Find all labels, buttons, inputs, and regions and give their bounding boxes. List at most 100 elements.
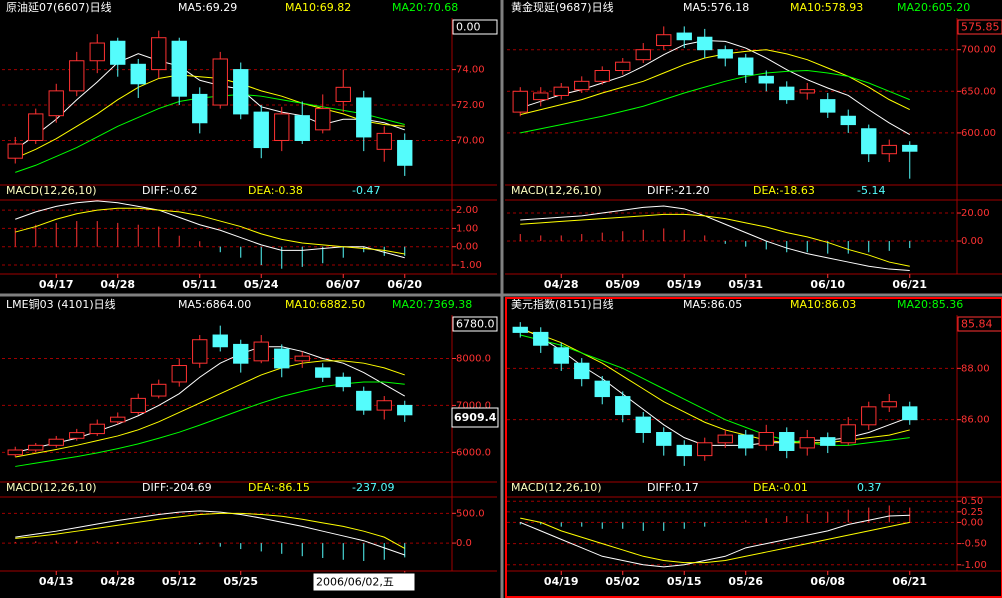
macd-title: MACD(12,26,10) [6,184,97,197]
candle-body [902,144,918,152]
macd-diff: DIFF:-0.62 [142,184,198,197]
candle-body [553,86,569,96]
macd-line [520,514,910,568]
candle-body [89,423,105,435]
candle-body [717,434,733,444]
y-tick-label: 500.0 [456,508,485,519]
candle-body [861,128,877,155]
candle-body [779,432,795,451]
candle-body [151,383,167,397]
legend-entry: MA5:576.18 [683,1,749,14]
ma-line [15,93,405,173]
candle-body [820,99,836,113]
candle-body [356,97,372,138]
candle-body [397,139,413,166]
candle-body [212,334,228,348]
macd-diff: DIFF:0.17 [647,481,699,494]
candle-body [758,75,774,84]
macd-value: 0.37 [857,481,882,494]
candle-body [130,63,146,85]
price-box-value: 85.84 [961,318,993,331]
y-tick-label: 7000.0 [456,400,491,411]
candle-body [294,355,310,362]
macd-value: -237.09 [352,481,394,494]
macd-value: -5.14 [857,184,885,197]
macd-dea: DEA:-0.38 [248,184,303,197]
candle-body [676,32,692,41]
y-tick-label: 70.00 [456,135,485,146]
macd-line [15,207,405,255]
macd-value: -0.47 [352,184,380,197]
selected-border [505,297,1002,598]
candle-body [840,424,856,444]
macd-dea: DEA:-18.63 [753,184,815,197]
x-tick-label: 04/17 [39,278,74,291]
candle-body [656,432,672,446]
y-tick-label: 86.00 [961,415,990,426]
legend-entry: MA10:69.82 [285,1,351,14]
macd-title: MACD(12,26,10) [511,481,602,494]
candle-body [48,438,64,446]
y-tick-label: 0.00 [961,517,983,528]
legend-entry: MA10:86.03 [790,298,856,311]
candle-body [397,404,413,416]
candle-body [553,347,569,364]
candle-body [820,437,836,446]
candle-body [28,444,44,451]
x-tick-label: 05/19 [667,278,702,291]
candle-body [799,437,815,449]
y-tick-label: 0.25 [961,507,983,518]
y-tick-label: 650.00 [961,86,996,97]
candle-body [110,40,126,65]
candle-body [615,396,631,416]
candle-body [512,90,528,113]
candle-body [512,326,528,333]
x-tick-label: 04/28 [100,575,135,588]
candle-body [902,406,918,421]
candle-body [274,348,290,369]
candle-body [594,70,610,82]
ma-line [15,74,405,159]
ma-line [520,49,910,116]
candle-body [758,432,774,446]
candle-body [356,390,372,411]
y-tick-label: 2.00 [456,205,478,216]
candle-body [376,132,392,150]
x-tick-label: 05/26 [728,575,763,588]
y-tick-label: 700.00 [961,45,996,56]
y-tick-label: 0.50 [961,496,983,507]
x-tick-label: 05/02 [605,575,640,588]
macd-line [520,213,910,267]
y-tick-label: -1.00 [456,260,482,271]
x-tick-label: 04/28 [544,278,579,291]
candle-body [594,380,610,398]
candle-body [861,406,877,426]
x-tick-label: 06/07 [326,278,361,291]
macd-line [15,200,405,259]
candle-body [69,432,85,439]
macd-line [15,512,405,549]
legend-entry: MA10:6882.50 [285,298,365,311]
candle-body [574,362,590,380]
candle-body [130,397,146,413]
candle-body [697,442,713,457]
candle-body [697,36,713,51]
candle-body [881,144,897,155]
candle-body [69,60,85,92]
price-box [452,19,498,35]
candle-body [171,365,187,383]
candle-body [171,40,187,97]
candle-body [294,115,310,141]
candle-body [315,108,331,131]
candle-body [533,331,549,346]
candle-body [274,113,290,141]
chart-title: 原油延07(6607)日线 [6,0,112,14]
x-tick-label: 04/28 [100,278,135,291]
candle-body [7,449,23,456]
macd-line [15,510,405,556]
candle-body [717,49,733,59]
candle-body [192,93,208,124]
candle-body [212,58,228,106]
y-tick-label: 0.0 [456,538,472,549]
x-tick-label: 05/25 [223,575,258,588]
